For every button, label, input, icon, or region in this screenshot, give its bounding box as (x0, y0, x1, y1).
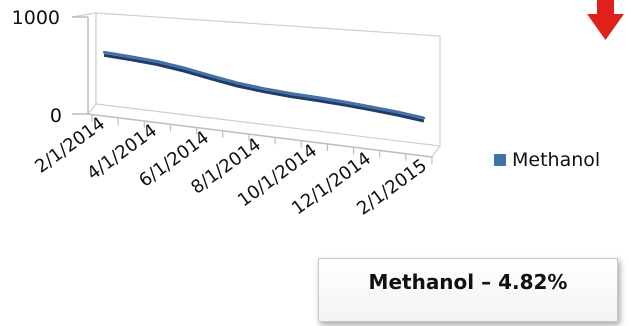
data-point (369, 106, 371, 108)
data-point (343, 101, 345, 103)
y-tick-label: 0 (50, 105, 62, 127)
plot-floor-right (432, 146, 440, 157)
data-point (183, 67, 185, 69)
callout-text: Methanol – 4.82% (319, 270, 617, 294)
legend-swatch (494, 154, 506, 166)
data-point (236, 82, 238, 84)
legend-label: Methanol (512, 149, 600, 171)
down-arrow-icon (587, 0, 624, 40)
plot-floor-left (88, 104, 96, 114)
callout-box: Methanol – 4.82% (318, 258, 618, 322)
data-point (423, 117, 425, 119)
data-point (316, 96, 318, 98)
legend: Methanol (494, 149, 600, 171)
data-point (129, 55, 131, 57)
y-tick-label: 1000 (12, 7, 60, 29)
data-point (396, 111, 398, 113)
data-point (156, 60, 158, 62)
data-point (289, 92, 291, 94)
data-point (103, 51, 105, 53)
data-point (263, 88, 265, 90)
data-point (209, 75, 211, 77)
